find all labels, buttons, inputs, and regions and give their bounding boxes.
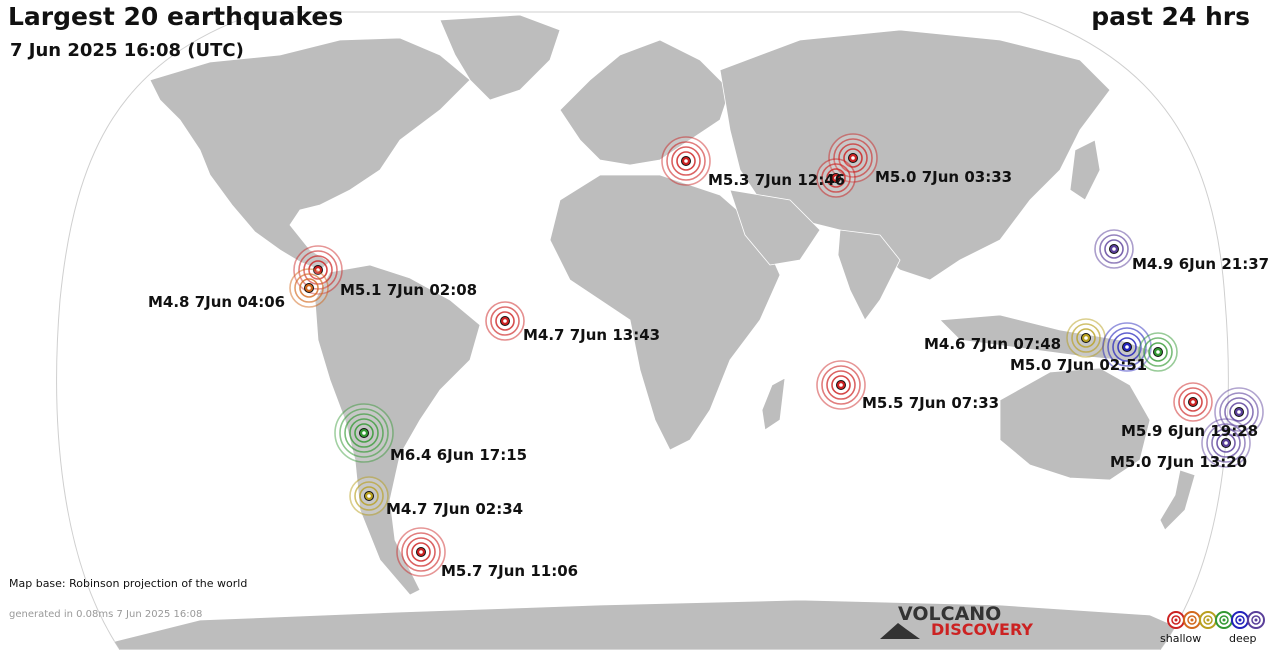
earthquake-label-moluccas: M5.0 7Jun 02:51	[1010, 356, 1147, 374]
africa	[549, 174, 781, 451]
earthquake-marker-japan[interactable]	[1094, 229, 1134, 269]
earthquake-label-indian-ocean: M5.5 7Jun 07:33	[862, 394, 999, 412]
landmasses	[79, 14, 1229, 650]
south-america	[314, 264, 481, 596]
depth-legend: shallow deep	[1160, 608, 1270, 648]
earthquake-label-vanuatu-b: M5.9 6Jun 19:28	[1121, 422, 1258, 440]
volcano-icon	[880, 623, 920, 639]
time-period-label: past 24 hrs	[1091, 2, 1250, 31]
arabian-peninsula	[729, 189, 821, 266]
earthquake-marker-banda[interactable]	[1066, 318, 1106, 358]
japan	[1069, 139, 1101, 201]
earthquake-label-chile-central: M4.7 7Jun 02:34	[386, 500, 523, 518]
india	[837, 229, 901, 321]
generated-info: generated in 0.08ms 7 Jun 2025 16:08	[9, 609, 203, 620]
earthquake-marker-chile-central[interactable]	[349, 476, 389, 516]
earthquake-label-greece: M5.3 7Jun 12:46	[708, 171, 845, 189]
legend-shallow-label: shallow	[1160, 632, 1202, 645]
australia	[999, 367, 1151, 481]
earthquake-marker-moluccas[interactable]	[1102, 322, 1152, 372]
earthquake-label-caribbean: M5.1 7Jun 02:08	[340, 281, 477, 299]
depth-legend-circles	[1167, 611, 1265, 629]
earthquake-label-fiji: M5.0 7Jun 13:20	[1110, 453, 1247, 471]
earthquake-label-tajik: M5.0 7Jun 03:33	[875, 168, 1012, 186]
map-base-credit: Map base: Robinson projection of the wor…	[9, 577, 248, 590]
earthquake-marker-indian-ocean[interactable]	[816, 360, 866, 410]
madagascar	[761, 377, 786, 431]
earthquake-marker-afghan[interactable]	[816, 158, 856, 198]
north-america	[149, 37, 471, 271]
legend-circle-very-deep	[1247, 611, 1265, 629]
earthquake-label-atlantic: M4.7 7Jun 13:43	[523, 326, 660, 344]
volcano-discovery-logo[interactable]: VOLCANO DISCOVERY	[880, 603, 1040, 639]
logo-text-discovery: DISCOVERY	[931, 620, 1034, 639]
earthquake-label-chile-south: M5.7 7Jun 11:06	[441, 562, 578, 580]
earthquake-marker-greece[interactable]	[661, 136, 711, 186]
earthquake-marker-colombia[interactable]	[289, 268, 329, 308]
earthquake-label-chile-north: M6.4 6Jun 17:15	[390, 446, 527, 464]
earthquake-marker-chile-north[interactable]	[334, 403, 394, 463]
earthquake-marker-vanuatu-a[interactable]	[1173, 382, 1213, 422]
page-title: Largest 20 earthquakes	[8, 2, 344, 31]
new-zealand	[1159, 469, 1196, 531]
earthquake-marker-fiji[interactable]	[1201, 418, 1251, 468]
earthquake-label-colombia: M4.8 7Jun 04:06	[148, 293, 285, 311]
europe	[559, 39, 731, 166]
earthquake-markers	[289, 133, 1264, 577]
earthquake-label-banda: M4.6 7Jun 07:48	[924, 335, 1061, 353]
earthquake-marker-png[interactable]	[1138, 332, 1178, 372]
earthquake-marker-chile-south[interactable]	[396, 527, 446, 577]
legend-circle-shallow	[1167, 611, 1185, 629]
earthquake-label-japan: M4.9 6Jun 21:37	[1132, 255, 1269, 273]
page-subtitle-datetime: 7 Jun 2025 16:08 (UTC)	[10, 40, 244, 61]
greenland	[439, 14, 561, 101]
earthquake-marker-atlantic[interactable]	[485, 301, 525, 341]
legend-deep-label: deep	[1229, 632, 1257, 645]
logo-text-volcano: VOLCANO	[898, 603, 1002, 625]
earthquake-labels: M5.3 7Jun 12:46 M5.0 7Jun 03:33 M4.9 6Jun …	[148, 168, 1269, 580]
